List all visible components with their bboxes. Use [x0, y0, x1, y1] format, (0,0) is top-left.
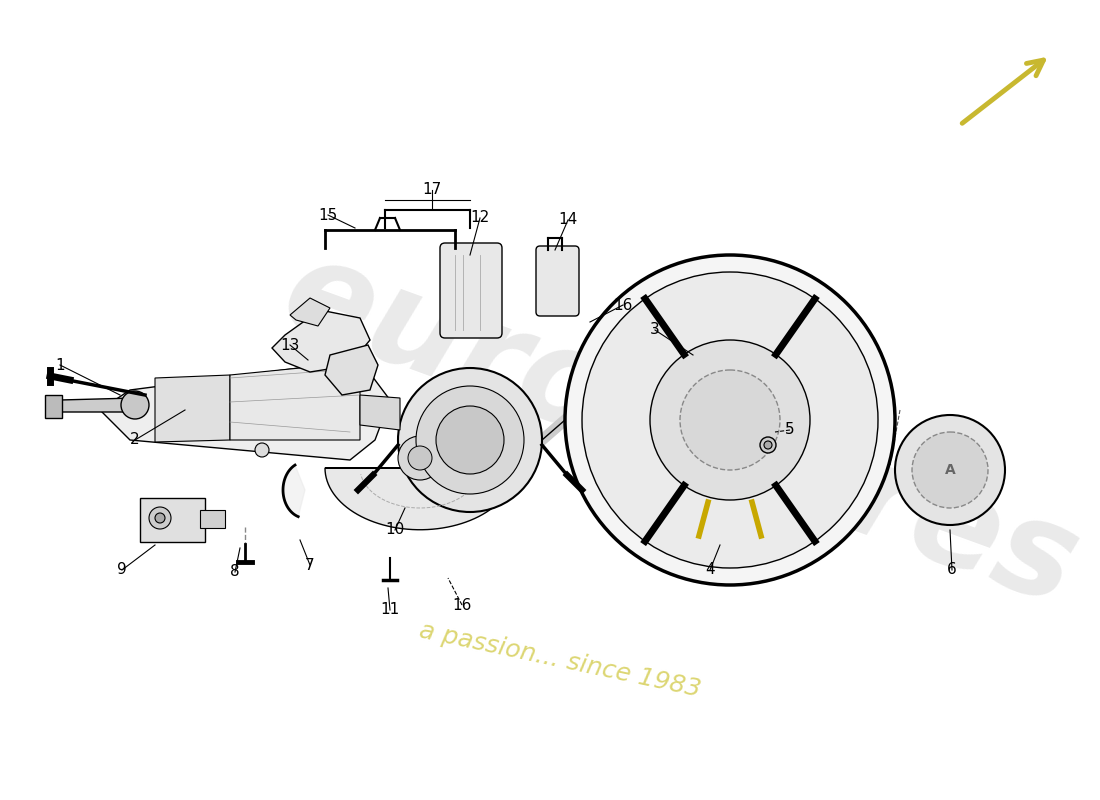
Circle shape: [155, 513, 165, 523]
Polygon shape: [100, 360, 390, 460]
Text: 5: 5: [785, 422, 795, 438]
Text: 3: 3: [650, 322, 660, 338]
Text: 7: 7: [305, 558, 315, 573]
Circle shape: [760, 437, 775, 453]
Text: 8: 8: [230, 565, 240, 579]
Text: 2: 2: [130, 433, 140, 447]
Circle shape: [416, 386, 524, 494]
Circle shape: [436, 406, 504, 474]
Circle shape: [148, 507, 170, 529]
Circle shape: [912, 432, 988, 508]
Text: 13: 13: [280, 338, 299, 353]
Text: 4: 4: [705, 562, 715, 578]
Circle shape: [398, 368, 542, 512]
Polygon shape: [200, 510, 225, 528]
Text: eurospares: eurospares: [266, 227, 1093, 633]
Text: 10: 10: [385, 522, 405, 538]
Circle shape: [895, 415, 1005, 525]
Circle shape: [565, 255, 895, 585]
Text: 16: 16: [452, 598, 472, 613]
Polygon shape: [324, 468, 515, 530]
Circle shape: [408, 446, 432, 470]
Polygon shape: [140, 498, 205, 542]
Text: 1: 1: [55, 358, 65, 373]
Circle shape: [764, 441, 772, 449]
Text: 11: 11: [381, 602, 399, 618]
Polygon shape: [360, 395, 400, 430]
Circle shape: [582, 272, 878, 568]
Polygon shape: [324, 345, 378, 395]
Polygon shape: [45, 395, 62, 418]
Polygon shape: [60, 398, 135, 412]
Polygon shape: [290, 298, 330, 326]
Circle shape: [398, 436, 442, 480]
Polygon shape: [272, 310, 370, 372]
Polygon shape: [155, 375, 230, 442]
Circle shape: [680, 370, 780, 470]
Text: 12: 12: [471, 210, 490, 226]
FancyBboxPatch shape: [440, 243, 502, 338]
Text: 14: 14: [559, 213, 578, 227]
Circle shape: [121, 391, 148, 419]
Circle shape: [255, 443, 270, 457]
Text: 16: 16: [614, 298, 632, 313]
Polygon shape: [283, 465, 305, 517]
Text: a passion... since 1983: a passion... since 1983: [417, 618, 703, 702]
Text: A: A: [945, 463, 956, 477]
Text: 6: 6: [947, 562, 957, 578]
FancyBboxPatch shape: [536, 246, 579, 316]
Polygon shape: [230, 362, 360, 440]
Text: 15: 15: [318, 207, 338, 222]
Circle shape: [650, 340, 810, 500]
Text: 17: 17: [422, 182, 441, 198]
Text: 9: 9: [117, 562, 126, 578]
